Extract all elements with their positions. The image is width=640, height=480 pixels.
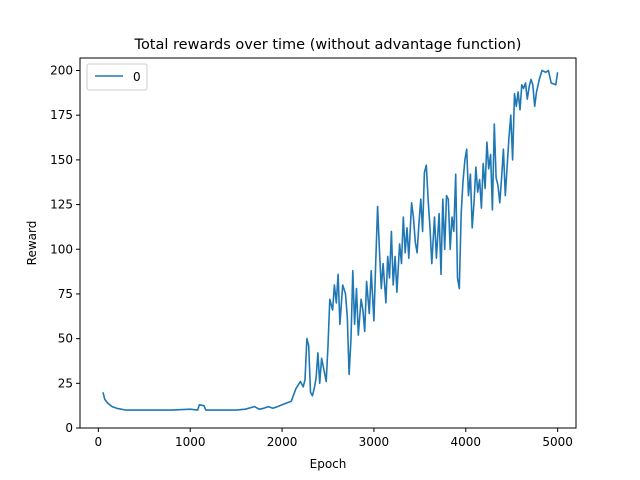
chart-title: Total rewards over time (without advanta… [134, 37, 522, 53]
y-tick-label: 25 [58, 376, 73, 390]
x-tick-label: 0 [95, 435, 103, 449]
y-tick-label: 50 [58, 332, 73, 346]
x-tick-label: 1000 [175, 435, 206, 449]
legend: 0 [86, 63, 148, 91]
axis-ticks: 0 1000 2000 3000 4000 50000255075100125150175… [50, 64, 573, 449]
y-tick-label: 100 [50, 242, 73, 256]
plot-area [80, 58, 576, 428]
y-tick-label: 175 [50, 108, 73, 122]
legend-label: 0 [133, 70, 141, 84]
y-tick-label: 200 [50, 64, 73, 78]
x-tick-label: 3000 [359, 435, 390, 449]
legend-box [86, 63, 148, 91]
y-axis-label: Reward [25, 221, 39, 266]
x-axis-label: Epoch [310, 457, 347, 471]
plot-frame [79, 57, 577, 429]
x-tick-label: 5000 [542, 435, 573, 449]
y-tick-label: 0 [65, 421, 73, 435]
y-tick-label: 150 [50, 153, 73, 167]
x-tick-label: 4000 [451, 435, 482, 449]
y-tick-label: 75 [58, 287, 73, 301]
y-tick-label: 125 [50, 198, 73, 212]
x-tick-label: 2000 [267, 435, 298, 449]
series-line [102, 69, 559, 411]
